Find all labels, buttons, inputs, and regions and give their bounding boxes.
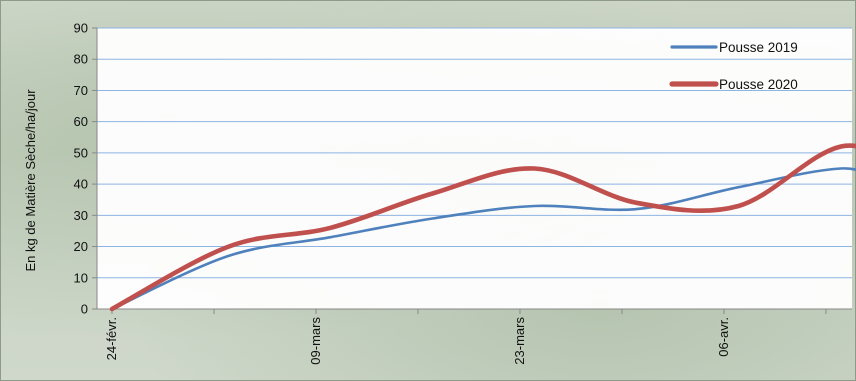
y-tick-label: 0 bbox=[81, 302, 88, 317]
y-axis-title: En kg de Matière Sèche/ha/jour bbox=[23, 89, 38, 272]
y-tick-label: 10 bbox=[74, 270, 88, 285]
y-tick-label: 40 bbox=[74, 177, 88, 192]
y-tick-label: 90 bbox=[74, 21, 88, 36]
y-tick-label: 20 bbox=[74, 239, 88, 254]
y-tick-label: 70 bbox=[74, 83, 88, 98]
legend-label: Pousse 2019 bbox=[719, 40, 798, 55]
legend-label: Pousse 2020 bbox=[719, 77, 798, 92]
y-tick-label: 80 bbox=[74, 52, 88, 67]
x-tick-label: 23-mars bbox=[512, 317, 527, 365]
x-tick-label: 24-févr. bbox=[104, 317, 119, 360]
x-tick-label: 09-mars bbox=[308, 317, 323, 365]
series-line-pousse-2020 bbox=[109, 143, 856, 312]
legend-item-pousse-2019: Pousse 2019 bbox=[670, 40, 798, 55]
y-tick-label: 30 bbox=[74, 208, 88, 223]
x-tick-label: 06-avr. bbox=[716, 317, 731, 357]
plot-area bbox=[97, 28, 852, 309]
y-tick-label: 60 bbox=[74, 114, 88, 129]
legend-item-pousse-2020: Pousse 2020 bbox=[669, 77, 798, 92]
series-line-pousse-2019 bbox=[110, 167, 856, 311]
y-tick-label: 50 bbox=[74, 145, 88, 160]
